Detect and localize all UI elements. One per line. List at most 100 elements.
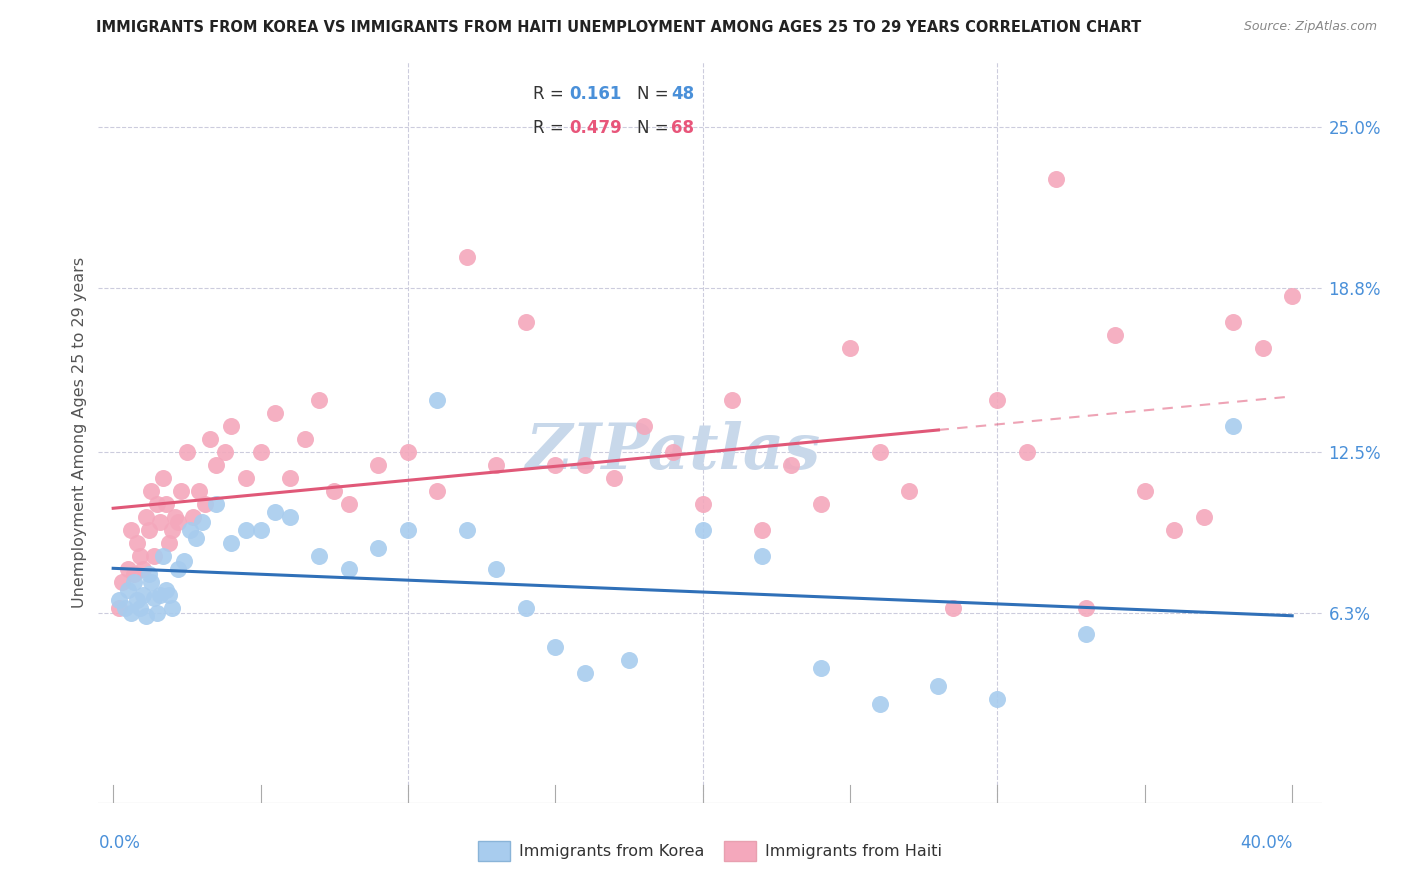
Point — [111, 574, 134, 589]
Y-axis label: Unemployment Among Ages 25 to 29 years: Unemployment Among Ages 25 to 29 years — [72, 257, 87, 608]
Point — [179, 523, 201, 537]
Point — [131, 562, 153, 576]
Text: N =: N = — [637, 119, 668, 136]
Point — [426, 393, 449, 408]
Point — [942, 601, 965, 615]
Point — [152, 549, 174, 563]
Point — [986, 692, 1008, 706]
Point — [692, 497, 714, 511]
Point — [294, 432, 316, 446]
Text: 48: 48 — [671, 85, 695, 103]
Point — [1045, 172, 1067, 186]
Point — [205, 458, 228, 472]
Text: Source: ZipAtlas.com: Source: ZipAtlas.com — [1244, 20, 1378, 33]
Point — [190, 515, 212, 529]
Point — [367, 458, 389, 472]
Point — [1163, 523, 1185, 537]
Point — [1192, 510, 1215, 524]
Point — [165, 510, 187, 524]
Point — [396, 445, 419, 459]
Point — [323, 484, 346, 499]
Point — [692, 523, 714, 537]
Point — [1074, 601, 1097, 615]
Point — [751, 523, 773, 537]
Point — [167, 562, 190, 576]
Point — [125, 536, 148, 550]
Point — [780, 458, 803, 472]
Point — [1251, 341, 1274, 355]
Point — [125, 593, 148, 607]
Point — [574, 665, 596, 680]
Point — [485, 458, 508, 472]
Point — [173, 554, 195, 568]
Point — [515, 601, 537, 615]
Point — [927, 679, 949, 693]
Point — [170, 484, 193, 499]
Point — [235, 471, 257, 485]
Point — [160, 601, 183, 615]
Point — [485, 562, 508, 576]
Point — [122, 574, 145, 589]
Text: N =: N = — [637, 85, 668, 103]
Point — [1281, 289, 1303, 303]
Point — [131, 588, 153, 602]
Point — [721, 393, 744, 408]
Point — [617, 653, 640, 667]
Point — [219, 419, 242, 434]
Point — [249, 445, 271, 459]
Point — [138, 567, 160, 582]
Point — [138, 523, 160, 537]
Point — [1104, 328, 1126, 343]
Point — [108, 601, 131, 615]
Point — [128, 601, 150, 615]
Point — [155, 497, 177, 511]
Point — [141, 484, 163, 499]
Point — [135, 608, 157, 623]
Point — [157, 536, 180, 550]
Point — [167, 515, 190, 529]
Point — [456, 250, 478, 264]
Point — [1074, 627, 1097, 641]
Point — [235, 523, 257, 537]
Point — [143, 591, 166, 605]
Point — [426, 484, 449, 499]
Point — [176, 445, 198, 459]
Point — [155, 582, 177, 597]
Text: 0.161: 0.161 — [569, 85, 621, 103]
Point — [751, 549, 773, 563]
Point — [181, 510, 204, 524]
Point — [152, 471, 174, 485]
Point — [249, 523, 271, 537]
Point — [120, 523, 142, 537]
Point — [149, 515, 172, 529]
Point — [193, 497, 215, 511]
Point — [898, 484, 921, 499]
Point — [108, 593, 131, 607]
Point — [1133, 484, 1156, 499]
Point — [278, 510, 301, 524]
Point — [219, 536, 242, 550]
Point — [117, 582, 139, 597]
Text: IMMIGRANTS FROM KOREA VS IMMIGRANTS FROM HAITI UNEMPLOYMENT AMONG AGES 25 TO 29 : IMMIGRANTS FROM KOREA VS IMMIGRANTS FROM… — [96, 20, 1142, 35]
Point — [986, 393, 1008, 408]
Point — [869, 445, 891, 459]
Point — [278, 471, 301, 485]
Point — [114, 601, 136, 615]
Text: 0.0%: 0.0% — [98, 834, 141, 852]
Point — [574, 458, 596, 472]
Point — [122, 567, 145, 582]
Point — [264, 505, 287, 519]
Point — [187, 484, 209, 499]
Point — [396, 523, 419, 537]
Point — [515, 315, 537, 329]
Point — [308, 549, 330, 563]
Point — [810, 661, 832, 675]
Point — [633, 419, 655, 434]
Text: ZIPatlas: ZIPatlas — [526, 421, 821, 483]
Text: 68: 68 — [671, 119, 695, 136]
Point — [869, 697, 891, 711]
Text: R =: R = — [533, 85, 564, 103]
Point — [544, 640, 567, 654]
Text: 40.0%: 40.0% — [1240, 834, 1292, 852]
Point — [146, 497, 169, 511]
